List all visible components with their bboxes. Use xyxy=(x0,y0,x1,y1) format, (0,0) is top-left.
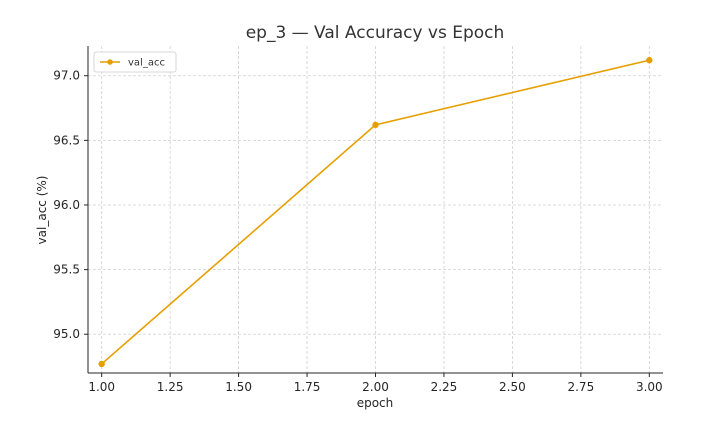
legend-box xyxy=(93,51,177,73)
tick-labels: 1.00 1.25 1.50 1.75 2.00 2.25 2.50 2.75 3.00 95.0… xyxy=(53,69,662,394)
legend: val_acc xyxy=(93,51,177,73)
series-layer xyxy=(98,57,653,368)
x-tick-label: 2.25 xyxy=(431,380,458,394)
data-point xyxy=(372,121,379,129)
data-point xyxy=(98,360,105,368)
y-axis-label: val_acc (%) xyxy=(35,176,49,245)
y-tick-label: 97.0 xyxy=(53,69,80,83)
data-point xyxy=(646,57,653,64)
y-tick-label: 96.0 xyxy=(53,198,80,212)
legend-swatch-marker xyxy=(107,59,113,65)
axes xyxy=(84,46,663,377)
x-tick-label: 1.25 xyxy=(157,380,184,394)
legend-label: val_acc xyxy=(128,58,165,69)
x-tick-label: 1.00 xyxy=(88,380,115,394)
chart-title: ep_3 — Val Accuracy vs Epoch xyxy=(246,23,505,43)
x-tick-label: 2.50 xyxy=(499,380,526,394)
x-tick-label: 2.00 xyxy=(362,380,389,394)
x-tick-label: 2.75 xyxy=(567,380,594,394)
y-tick-label: 96.5 xyxy=(53,133,80,147)
y-tick-label: 95.0 xyxy=(53,327,80,341)
x-tick-label: 1.50 xyxy=(225,380,252,394)
x-tick-label: 3.00 xyxy=(636,380,663,394)
y-tick-label: 95.5 xyxy=(53,263,80,277)
grid xyxy=(88,46,663,373)
x-tick-label: 1.75 xyxy=(294,380,321,394)
x-axis-label: epoch xyxy=(357,396,394,410)
